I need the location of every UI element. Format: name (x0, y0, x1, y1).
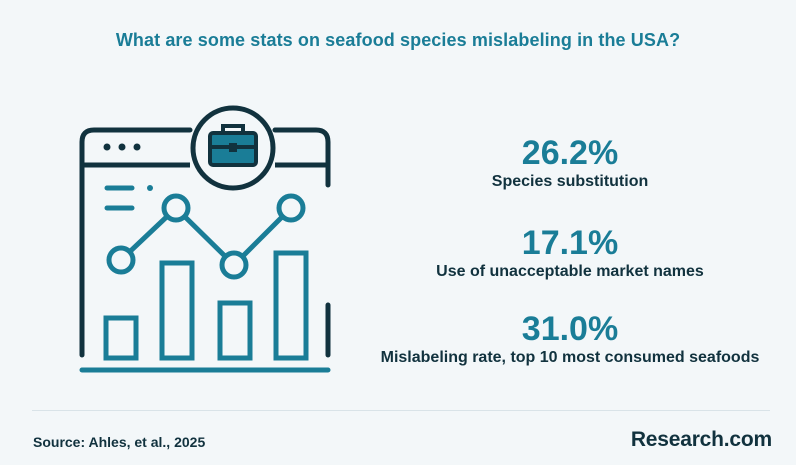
stat-label: Use of unacceptable market names (436, 263, 704, 280)
briefcase-icon (190, 105, 276, 191)
stat-unacceptable-market-names: 17.1% Use of unacceptable market names (360, 224, 780, 282)
page-title: What are some stats on seafood species m… (115, 30, 681, 50)
brand-logo[interactable]: Research.com (630, 428, 772, 451)
stat-mislabeling-rate: 31.0% Mislabeling rate, top 10 most cons… (360, 310, 780, 368)
stat-species-substitution: 26.2% Species substitution (360, 134, 780, 192)
line-chart-icon (106, 193, 306, 280)
bar-chart-icon (79, 250, 331, 373)
stat-label: Mislabeling rate, top 10 most consumed s… (380, 349, 760, 366)
stat-value: 26.2% (521, 134, 619, 172)
footer-divider (32, 410, 770, 411)
stat-value: 31.0% (521, 310, 619, 348)
stat-label: Species substitution (491, 173, 649, 190)
source-citation: Source: Ahles, et al., 2025 (33, 434, 206, 450)
browser-window-icon (79, 127, 331, 358)
stat-value: 17.1% (521, 224, 619, 262)
analytics-illustration (79, 105, 331, 373)
